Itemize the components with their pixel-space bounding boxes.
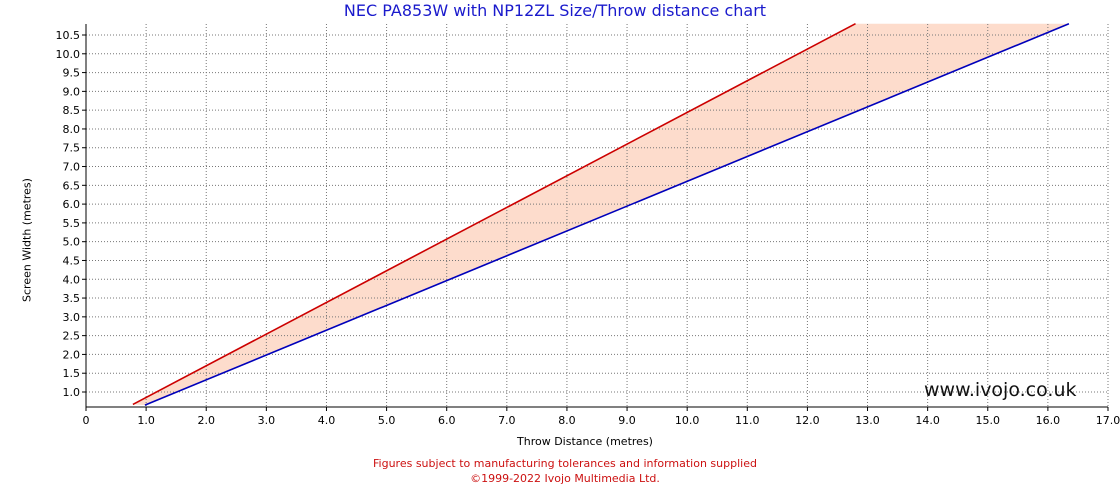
min-width-line	[144, 22, 1070, 406]
max-width-line	[132, 23, 856, 406]
y-tick-label: 10.0	[56, 48, 81, 61]
y-tick-label: 5.5	[63, 217, 81, 230]
y-tick-label: 2.5	[63, 330, 81, 343]
x-axis-label: Throw Distance (metres)	[517, 435, 653, 448]
x-tick-label: 8.0	[558, 414, 576, 427]
x-tick-label: 11.0	[735, 414, 760, 427]
x-tick-label: 2.0	[197, 414, 215, 427]
y-tick-label: 5.0	[63, 236, 81, 249]
y-tick-label: 3.5	[63, 292, 81, 305]
y-tick-label: 6.5	[63, 179, 81, 192]
grid	[86, 24, 1109, 407]
x-tick-label: 10.0	[675, 414, 700, 427]
y-tick-label: 2.0	[63, 348, 81, 361]
x-tick-label: 1.0	[137, 414, 155, 427]
axes	[82, 24, 1109, 411]
y-axis-label: Screen Width (metres)	[20, 178, 34, 302]
series-lines	[132, 22, 1070, 406]
y-tick-label: 6.0	[63, 198, 81, 211]
y-tick-label: 8.5	[63, 104, 81, 117]
x-tick-label: 5.0	[378, 414, 396, 427]
y-tick-label: 1.5	[63, 367, 81, 380]
y-tick-label: 9.5	[63, 67, 81, 80]
x-tick-label: 7.0	[498, 414, 516, 427]
x-tick-label: 17.0	[1096, 414, 1120, 427]
tick-labels: 0 1.0 2.0 3.0 4.0 5.0 6.0 7.0 8.0 9.0 10.0 11.0 12.0…	[56, 29, 1120, 427]
x-tick-label: 15.0	[976, 414, 1001, 427]
x-tick-label: 6.0	[438, 414, 456, 427]
chart-title: NEC PA853W with NP12ZL Size/Throw distan…	[343, 1, 767, 20]
x-tick-label: 3.0	[258, 414, 276, 427]
y-tick-label: 1.0	[63, 386, 81, 399]
y-tick-label: 7.0	[63, 161, 81, 174]
x-tick-label: 16.0	[1036, 414, 1061, 427]
y-tick-label: 8.0	[63, 123, 81, 136]
y-tick-label: 10.5	[56, 29, 81, 42]
x-tick-label: 12.0	[795, 414, 820, 427]
x-tick-label: 9.0	[618, 414, 636, 427]
y-tick-label: 9.0	[63, 85, 81, 98]
x-tick-label: 13.0	[855, 414, 880, 427]
y-tick-label: 3.0	[63, 311, 81, 324]
watermark: www.ivojo.co.uk	[924, 379, 1077, 401]
x-tick-label: 14.0	[915, 414, 940, 427]
x-tick-label: 0	[83, 414, 90, 427]
y-tick-label: 4.0	[63, 273, 81, 286]
range-area	[132, 23, 1069, 406]
x-tick-label: 4.0	[318, 414, 336, 427]
range-fill	[132, 23, 1069, 406]
y-tick-label: 7.5	[63, 142, 81, 155]
copyright-note: ©1999-2022 Ivojo Multimedia Ltd.	[470, 472, 660, 485]
disclaimer-note: Figures subject to manufacturing toleran…	[373, 457, 757, 470]
y-tick-label: 4.5	[63, 254, 81, 267]
